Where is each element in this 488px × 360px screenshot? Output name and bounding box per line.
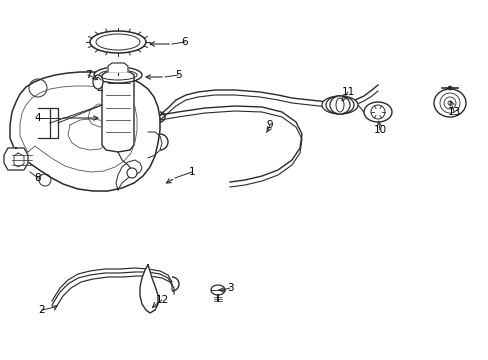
- Text: 12: 12: [155, 295, 168, 305]
- Text: 5: 5: [174, 70, 181, 80]
- Polygon shape: [108, 63, 128, 72]
- Ellipse shape: [90, 31, 146, 53]
- Text: 6: 6: [182, 37, 188, 47]
- Text: 7: 7: [84, 70, 91, 80]
- Polygon shape: [4, 148, 28, 170]
- Text: 8: 8: [35, 173, 41, 183]
- Ellipse shape: [99, 70, 137, 80]
- Text: 9: 9: [266, 120, 273, 130]
- Text: 13: 13: [447, 107, 460, 117]
- Ellipse shape: [96, 34, 140, 50]
- Ellipse shape: [210, 285, 224, 295]
- Polygon shape: [10, 72, 160, 191]
- Circle shape: [127, 168, 137, 178]
- Text: 1: 1: [188, 167, 195, 177]
- Ellipse shape: [325, 96, 353, 114]
- Text: 2: 2: [39, 305, 45, 315]
- Polygon shape: [140, 265, 158, 313]
- Ellipse shape: [321, 96, 357, 114]
- Polygon shape: [102, 72, 134, 152]
- Text: 10: 10: [373, 125, 386, 135]
- Circle shape: [447, 86, 451, 90]
- Ellipse shape: [433, 89, 465, 117]
- Ellipse shape: [94, 67, 142, 83]
- Text: 4: 4: [35, 113, 41, 123]
- Text: 3: 3: [226, 283, 233, 293]
- Ellipse shape: [93, 75, 103, 89]
- Text: 11: 11: [341, 87, 354, 97]
- Polygon shape: [116, 160, 142, 190]
- Ellipse shape: [363, 102, 391, 122]
- Ellipse shape: [329, 96, 349, 114]
